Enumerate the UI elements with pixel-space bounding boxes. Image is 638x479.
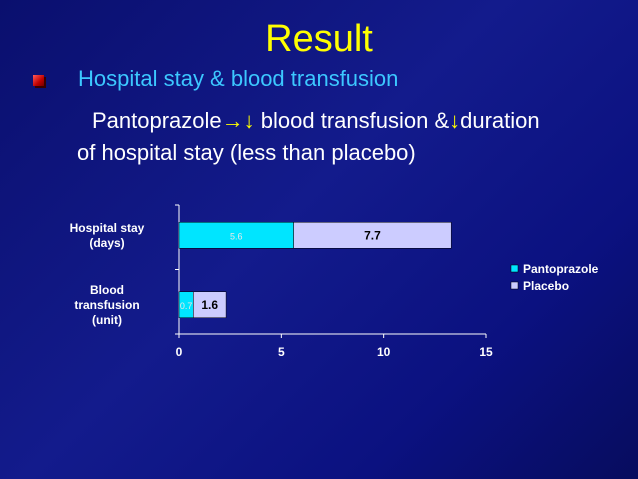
finding-text-1: blood transfusion & bbox=[260, 108, 450, 133]
right-arrow-icon: → bbox=[221, 108, 244, 133]
finding-text-2: duration bbox=[460, 108, 540, 133]
bar-placebo bbox=[293, 222, 452, 249]
bar-placebo bbox=[193, 291, 227, 318]
finding-line-2: of hospital stay (less than placebo) bbox=[77, 140, 416, 165]
slide-title: Result bbox=[265, 18, 373, 60]
finding-line-1: Pantoprazole→↓ blood transfusion &↓durat… bbox=[92, 108, 540, 134]
category-label: transfusion bbox=[74, 298, 139, 312]
x-tick-label: 15 bbox=[479, 345, 493, 359]
legend-swatch bbox=[510, 264, 519, 273]
down-arrow-icon: ↓ bbox=[243, 108, 255, 133]
bar-chart: 0 5 10 15 Hospital stay(days) 5.6 7.7 Bloodtran… bbox=[70, 204, 599, 359]
bar-value-label: 1.6 bbox=[201, 298, 218, 312]
x-tick-label: 5 bbox=[278, 345, 285, 359]
legend-label: Placebo bbox=[523, 279, 569, 293]
category-label: Hospital stay bbox=[70, 221, 145, 235]
bar-value-label: 5.6 bbox=[230, 231, 243, 241]
bar-value-label: 7.7 bbox=[364, 228, 381, 242]
legend-swatch bbox=[510, 281, 519, 290]
down-arrow-icon: ↓ bbox=[449, 108, 461, 133]
bullet-icon bbox=[33, 75, 44, 86]
bar-value-label: 0.7 bbox=[180, 301, 193, 311]
category-label: (unit) bbox=[92, 313, 122, 327]
category-label: Blood bbox=[90, 283, 124, 297]
category-label: (days) bbox=[89, 236, 124, 250]
legend-label: Pantoprazole bbox=[523, 262, 599, 276]
x-tick-label: 10 bbox=[377, 345, 391, 359]
drug-name: Pantoprazole bbox=[92, 108, 222, 133]
x-tick-label: 0 bbox=[176, 345, 183, 359]
subheading: Hospital stay & blood transfusion bbox=[78, 66, 399, 91]
